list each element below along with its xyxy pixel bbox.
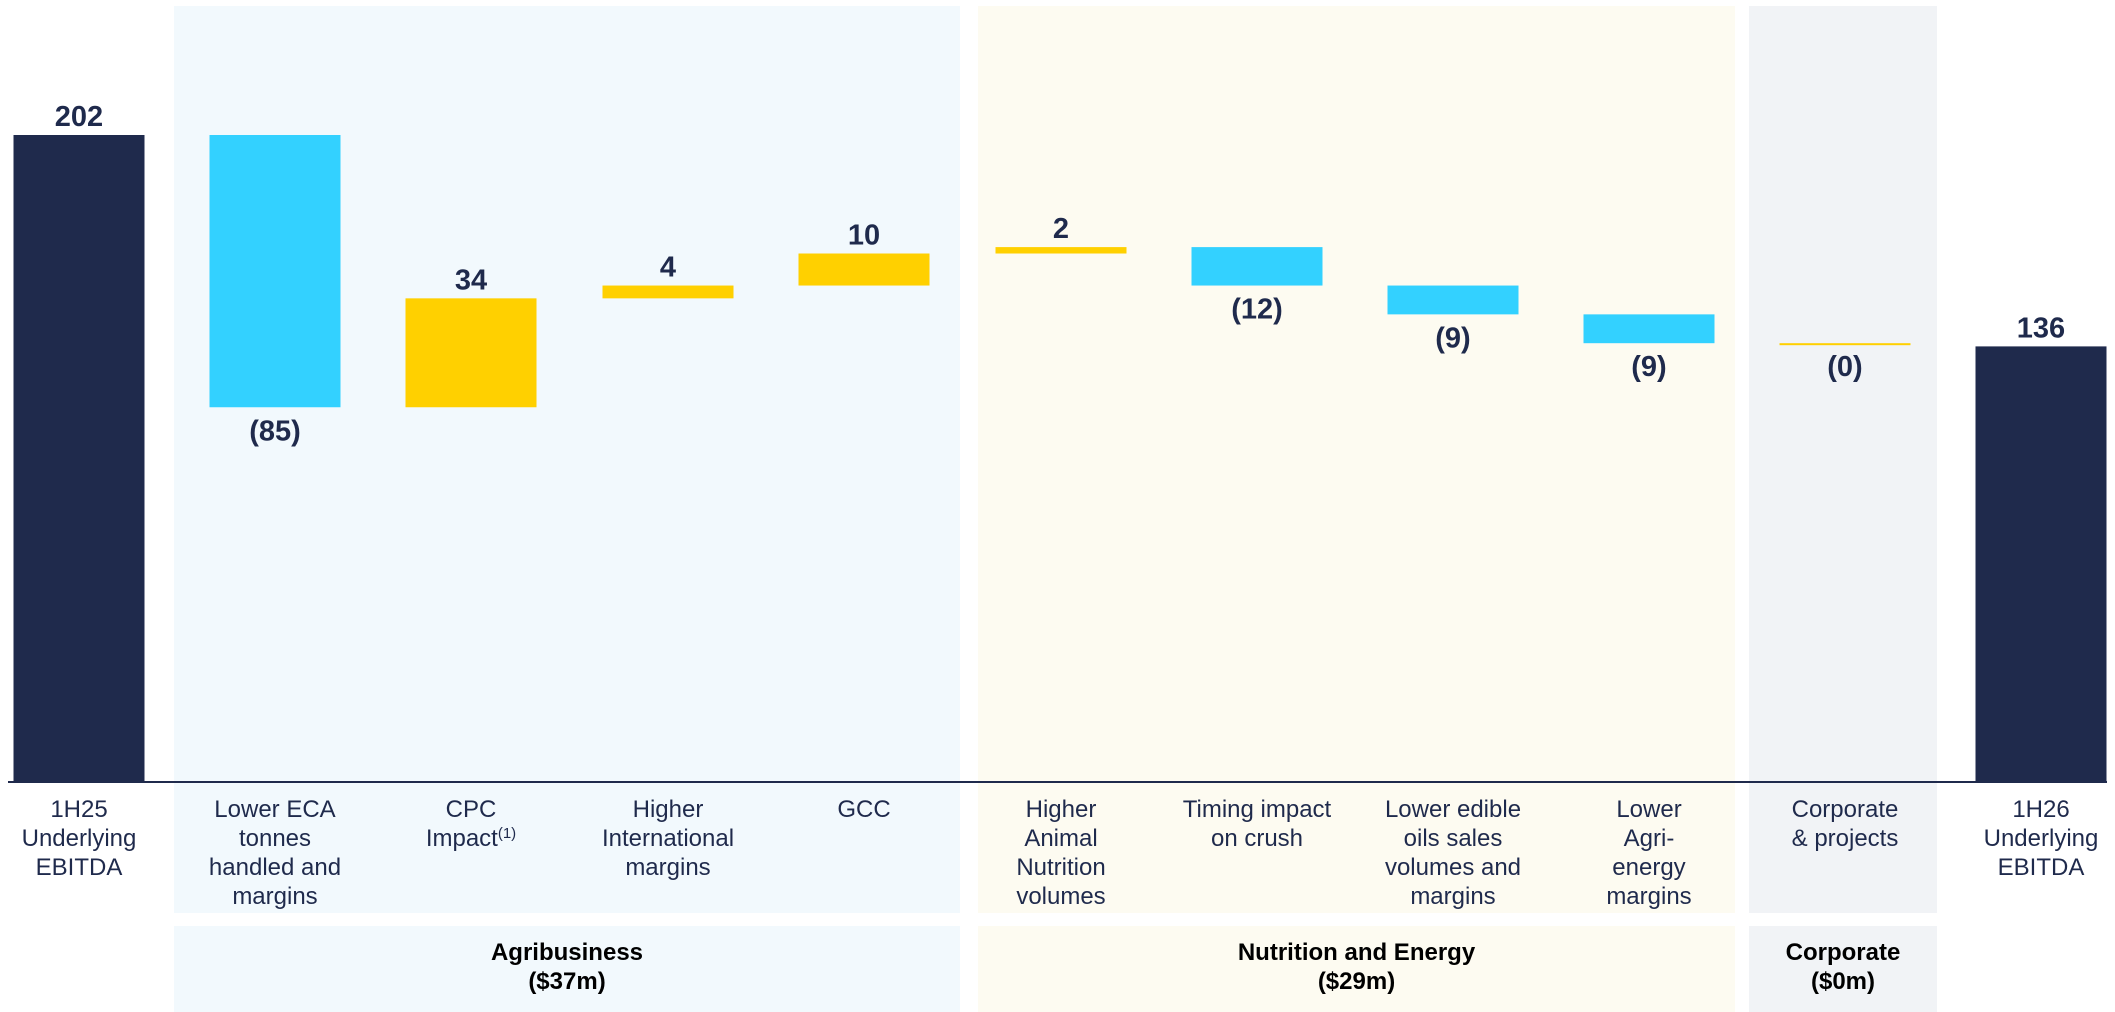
footnote-marker: (1) <box>498 825 516 842</box>
category-label: handled and <box>209 854 341 881</box>
segment-backgrounds <box>174 6 1937 1012</box>
category-label: volumes and <box>1385 854 1521 881</box>
value-label: 34 <box>455 264 487 296</box>
category-label: margins <box>1606 883 1691 910</box>
value-label: 136 <box>2017 312 2065 344</box>
category-label: Higher <box>633 796 704 823</box>
bar-decrease <box>209 135 341 408</box>
category-label: International <box>602 825 734 852</box>
value-labels: 202 (85) 34 4 10 2 (12) (9) (9) (0) 136 <box>55 101 2065 447</box>
segment-labels: Agribusiness($37m)Nutrition and Energy($… <box>491 939 1900 995</box>
segment-total: ($37m) <box>528 968 605 995</box>
category-label: EBITDA <box>1998 854 2085 881</box>
category-label: EBITDA <box>36 854 123 881</box>
category-label: volumes <box>1016 883 1105 910</box>
segment-footer-panel <box>978 926 1735 1012</box>
category-label: Agri- <box>1624 825 1675 852</box>
bar-decrease <box>1779 343 1911 346</box>
category-label: Lower <box>1616 796 1681 823</box>
value-label: (85) <box>249 415 301 447</box>
category-label: Underlying <box>1984 825 2099 852</box>
category-label: Underlying <box>22 825 137 852</box>
category-label: tonnes <box>239 825 311 852</box>
segment-panel <box>1749 6 1937 913</box>
category-label: 1H25 <box>50 796 107 823</box>
category-label: 1H26 <box>2012 796 2069 823</box>
value-label: 4 <box>660 252 676 284</box>
category-label: margins <box>625 854 710 881</box>
category-label: Animal <box>1024 825 1097 852</box>
value-label: (12) <box>1231 294 1283 326</box>
category-label: Lower ECA <box>214 796 335 823</box>
bar-decrease <box>1583 314 1715 344</box>
segment-footer-panel <box>174 926 960 1012</box>
category-label: oils sales <box>1404 825 1503 852</box>
category-label: energy <box>1612 854 1685 881</box>
bar-total <box>13 135 145 782</box>
category-label: Nutrition <box>1016 854 1105 881</box>
segment-name: Nutrition and Energy <box>1238 939 1476 966</box>
category-label: GCC <box>837 796 890 823</box>
category-label: Higher <box>1026 796 1097 823</box>
bar-decrease <box>1191 247 1323 286</box>
bar-total <box>1975 346 2107 782</box>
category-label: on crush <box>1211 825 1303 852</box>
category-label: Lower edible <box>1385 796 1521 823</box>
segment-total: ($0m) <box>1811 968 1875 995</box>
category-label: margins <box>232 883 317 910</box>
value-label: (9) <box>1631 351 1666 383</box>
value-label: (0) <box>1827 351 1862 383</box>
bars <box>13 135 2107 782</box>
segment-panel <box>978 6 1735 913</box>
category-label: Timing impact <box>1183 796 1332 823</box>
category-label: CPC <box>446 796 497 823</box>
bar-decrease <box>1387 285 1519 315</box>
value-label: 2 <box>1053 213 1069 245</box>
bar-increase <box>995 247 1127 254</box>
bar-increase <box>405 298 537 408</box>
category-label: Corporate <box>1792 796 1899 823</box>
segment-footer-panel <box>1749 926 1937 1012</box>
value-label: (9) <box>1435 322 1470 354</box>
segment-name: Corporate <box>1786 939 1901 966</box>
bar-increase <box>798 253 930 286</box>
value-label: 10 <box>848 220 880 252</box>
segment-name: Agribusiness <box>491 939 643 966</box>
category-label: margins <box>1410 883 1495 910</box>
category-label: & projects <box>1792 825 1899 852</box>
value-label: 202 <box>55 101 103 133</box>
segment-total: ($29m) <box>1318 968 1395 995</box>
bar-increase <box>602 285 734 299</box>
